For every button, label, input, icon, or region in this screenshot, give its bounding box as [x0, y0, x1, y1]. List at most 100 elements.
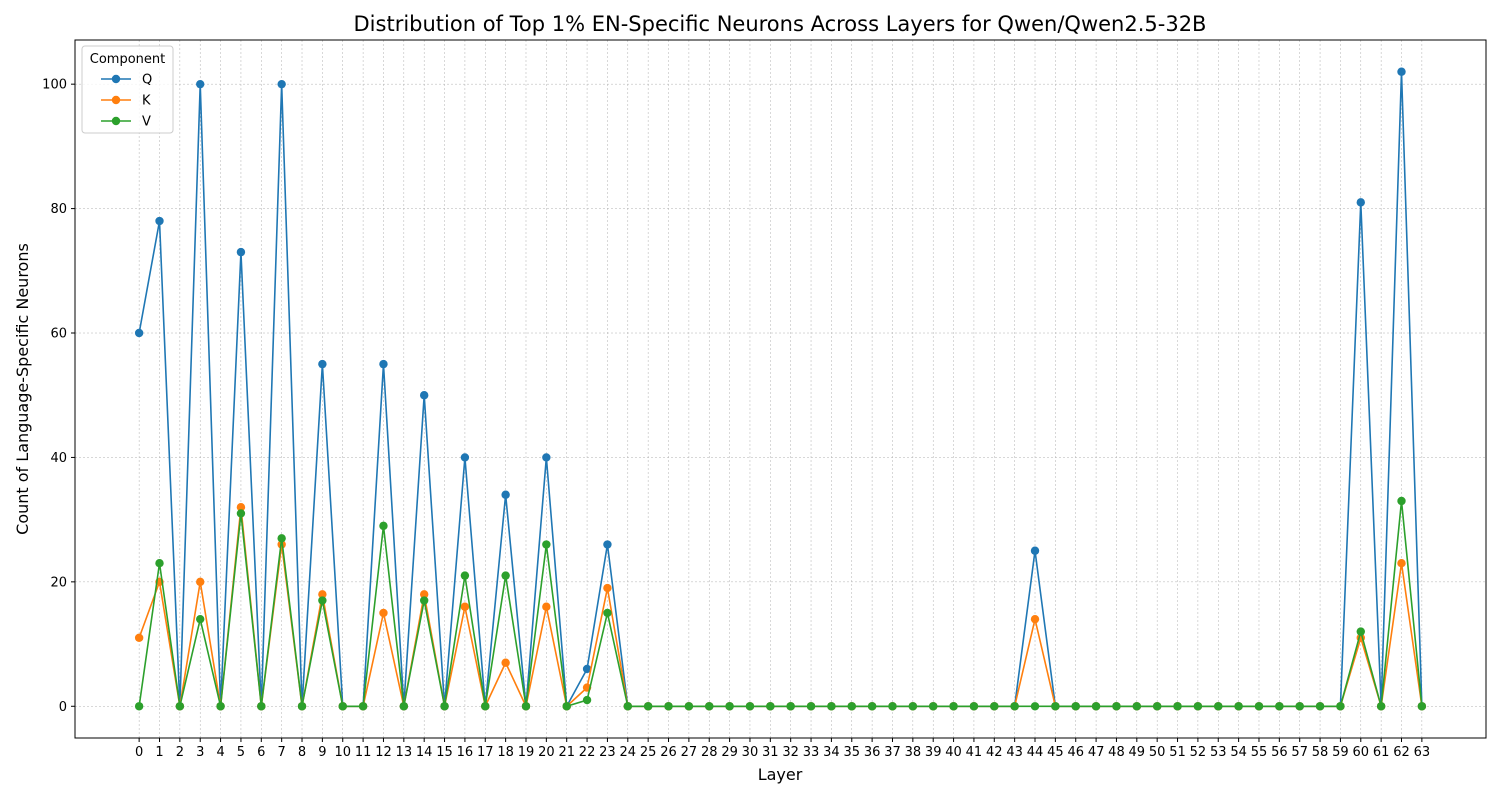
data-point-K: [318, 590, 327, 599]
data-point-V: [1234, 702, 1243, 711]
x-tick-label: 57: [1291, 745, 1308, 760]
x-tick-label: 2: [176, 745, 184, 760]
x-tick-label: 29: [721, 745, 738, 760]
data-point-K: [419, 590, 429, 599]
data-point-K: [134, 633, 144, 643]
x-tick-label: 40: [945, 745, 962, 760]
x-tick-label: 31: [762, 745, 779, 760]
data-point-Q: [236, 247, 246, 257]
data-point-V: [338, 702, 347, 711]
data-point-V: [847, 702, 856, 711]
x-tick-label: 25: [640, 745, 657, 760]
x-tick-label: 24: [620, 745, 637, 760]
y-tick-label: 80: [50, 202, 67, 217]
data-point-V: [1397, 496, 1406, 506]
data-point-V: [236, 509, 246, 518]
data-point-V: [1214, 702, 1223, 711]
data-point-V: [175, 702, 185, 711]
data-point-V: [1315, 702, 1325, 711]
x-tick-label: 21: [558, 745, 575, 760]
x-tick-label: 61: [1373, 745, 1390, 760]
y-tick-label: 40: [50, 451, 67, 466]
x-tick-label: 56: [1271, 745, 1288, 760]
y-tick-label: 100: [42, 78, 67, 93]
x-tick-label: 37: [884, 745, 901, 760]
data-point-Q: [277, 79, 286, 89]
x-tick-label: 50: [1149, 745, 1166, 760]
data-point-V: [1173, 702, 1182, 711]
data-point-V: [745, 702, 755, 711]
data-point-V: [1071, 702, 1080, 711]
data-point-K: [542, 602, 551, 611]
data-point-V: [419, 596, 429, 605]
plot-frame: [74, 39, 1487, 739]
data-point-Q: [603, 540, 612, 549]
x-tick-label: 11: [355, 745, 372, 760]
x-tick-label: 34: [823, 745, 840, 760]
data-point-Q: [379, 359, 388, 369]
x-tick-label: 59: [1332, 745, 1349, 760]
legend-label-V: V: [142, 115, 151, 130]
data-point-Q: [501, 490, 510, 499]
legend-box: [81, 45, 174, 134]
x-tick-label: 5: [237, 745, 245, 760]
x-tick-label: 10: [334, 745, 351, 760]
data-point-V: [705, 702, 714, 711]
x-tick-label: 32: [782, 745, 799, 760]
x-tick-label: 51: [1169, 745, 1186, 760]
x-tick-label: 60: [1353, 745, 1370, 760]
x-tick-label: 18: [497, 745, 514, 760]
data-point-Q: [155, 216, 164, 226]
data-point-V: [257, 702, 266, 711]
x-tick-label: 49: [1129, 745, 1146, 760]
data-point-K: [460, 602, 470, 611]
x-tick-label: 38: [905, 745, 922, 760]
x-tick-label: 14: [416, 745, 433, 760]
x-tick-label: 44: [1027, 745, 1044, 760]
series-V: [134, 496, 1427, 711]
data-point-V: [827, 702, 836, 711]
data-point-Q: [1397, 67, 1406, 76]
data-point-V: [216, 702, 225, 711]
x-tick-label: 54: [1230, 745, 1247, 760]
data-point-K: [379, 608, 388, 618]
data-point-V: [582, 695, 592, 705]
x-tick-label: 17: [477, 745, 494, 760]
x-tick-label: 35: [843, 745, 860, 760]
x-tick-label: 1: [155, 745, 163, 760]
legend: Component QKV: [81, 45, 174, 134]
x-tick-label: 63: [1414, 745, 1431, 760]
data-point-V: [1254, 702, 1264, 711]
data-point-K: [236, 502, 246, 512]
data-point-Q: [460, 453, 470, 462]
x-tick-label: 62: [1393, 745, 1410, 760]
x-tick-label: 52: [1190, 745, 1207, 760]
data-point-K: [603, 583, 612, 593]
data-point-V: [888, 702, 897, 711]
x-tick-label: 26: [660, 745, 677, 760]
x-tick-label: 13: [396, 745, 413, 760]
data-point-Q: [1356, 198, 1365, 207]
legend-label-K: K: [142, 94, 151, 109]
data-point-Q: [1030, 546, 1040, 555]
series-layer: [134, 67, 1427, 711]
data-point-Q: [318, 359, 327, 369]
data-point-V: [949, 702, 958, 711]
legend-title: Component: [90, 52, 165, 67]
data-point-V: [643, 702, 653, 711]
data-point-K: [196, 577, 205, 587]
y-tick-label: 60: [50, 327, 67, 342]
data-point-V: [1275, 702, 1284, 711]
x-tick-label: 53: [1210, 745, 1227, 760]
x-tick-label: 41: [966, 745, 983, 760]
data-point-Q: [542, 453, 551, 462]
data-point-V: [1132, 702, 1142, 711]
data-point-V: [725, 702, 734, 711]
data-point-V: [1376, 702, 1386, 711]
x-tick-label: 16: [457, 745, 474, 760]
x-tick-label: 0: [135, 745, 143, 760]
legend-label-Q: Q: [142, 73, 152, 88]
data-point-V: [1193, 702, 1203, 711]
x-tick-label: 43: [1006, 745, 1023, 760]
data-point-V: [766, 702, 775, 711]
